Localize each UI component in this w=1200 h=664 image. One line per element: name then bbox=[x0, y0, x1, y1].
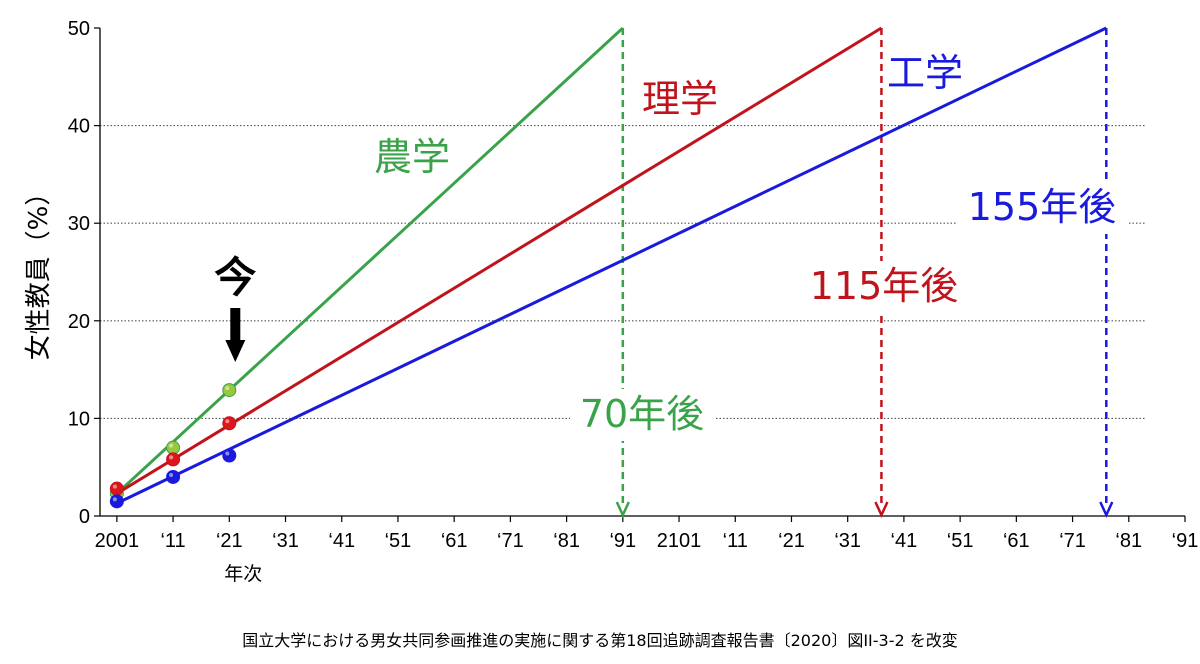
data-point-highlight-1-1 bbox=[169, 455, 174, 460]
x-axis-label: 年次 bbox=[224, 563, 262, 585]
series-name-0: 農学 bbox=[374, 135, 450, 179]
source-caption: 国立大学における男女共同参画推進の実施に関する第18回追跡調査報告書〔2020〕… bbox=[242, 631, 958, 650]
x-tick-label-2131: ‘31 bbox=[834, 530, 861, 552]
x-tick-label-2161: ‘61 bbox=[1003, 530, 1030, 552]
y-tick-label-0: 0 bbox=[79, 506, 90, 528]
trend-lines bbox=[115, 26, 1107, 505]
x-tick-label-2181: ‘81 bbox=[1115, 530, 1142, 552]
axes bbox=[99, 28, 1185, 517]
projection-arrowhead-1 bbox=[874, 501, 889, 518]
x-tick-label-2191: ‘91 bbox=[1172, 530, 1199, 552]
x-tick-label-2051: ‘51 bbox=[385, 530, 412, 552]
x-tick-label-2071: ‘71 bbox=[497, 530, 524, 552]
x-tick-label-2081: ‘81 bbox=[553, 530, 580, 552]
x-tick-label-2141: ‘41 bbox=[891, 530, 918, 552]
data-point-0-2 bbox=[222, 383, 237, 398]
x-tick-label-2121: ‘21 bbox=[778, 530, 805, 552]
y-tick-label-40: 40 bbox=[68, 116, 90, 138]
projection-label-1: 115年後 bbox=[810, 264, 959, 308]
projection-label-0: 70年後 bbox=[580, 392, 704, 436]
projection-label-bg-1 bbox=[799, 261, 969, 313]
x-tick-label-2011: ‘11 bbox=[160, 530, 185, 552]
projection-label-bg-0 bbox=[570, 389, 714, 441]
y-tick-label-10: 10 bbox=[68, 408, 90, 430]
now-annotation: 今 bbox=[214, 253, 256, 362]
data-point-highlight-0-1 bbox=[169, 443, 174, 448]
data-point-2-2 bbox=[222, 448, 237, 463]
data-point-2-1 bbox=[166, 469, 181, 484]
x-tick-label-2031: ‘31 bbox=[272, 530, 299, 552]
data-point-highlight-2-2 bbox=[225, 451, 230, 456]
data-point-1-1 bbox=[166, 452, 181, 467]
data-point-1-0 bbox=[109, 481, 124, 496]
now-arrow-icon bbox=[225, 308, 246, 362]
y-tick-label-50: 50 bbox=[68, 18, 90, 40]
trend-line-1 bbox=[116, 26, 883, 495]
series-labels: 農学 70年後 理学 115年後 工学 155年後 bbox=[374, 51, 1127, 441]
y-axis-label: 女性教員（%） bbox=[24, 180, 54, 361]
y-tick-label-30: 30 bbox=[68, 213, 90, 235]
series-name-1: 理学 bbox=[642, 77, 718, 121]
data-point-highlight-1-0 bbox=[112, 484, 117, 489]
x-tick-label-2101: 2101 bbox=[657, 530, 702, 552]
x-tick-label-2021: ‘21 bbox=[216, 530, 243, 552]
y-ticks: 0 10 20 30 40 50 bbox=[68, 18, 100, 528]
x-tick-label-2061: ‘61 bbox=[441, 530, 468, 552]
data-points bbox=[109, 383, 237, 509]
x-tick-label-2041: ‘41 bbox=[328, 530, 355, 552]
x-tick-label-2091: ‘91 bbox=[609, 530, 636, 552]
chart: 0 10 20 30 40 50 2001 ‘11 ‘21 ‘31 ‘41 ‘51 ‘61 ‘71 ‘81… bbox=[24, 18, 1199, 585]
data-point-1-2 bbox=[222, 416, 237, 431]
trend-line-2 bbox=[116, 26, 1107, 505]
x-ticks: 2001 ‘11 ‘21 ‘31 ‘41 ‘51 ‘61 ‘71 ‘81 ‘91 2101 ‘11 ‘2… bbox=[95, 516, 1199, 552]
data-point-0-1 bbox=[166, 440, 181, 455]
x-tick-label-2171: ‘71 bbox=[1059, 530, 1086, 552]
x-tick-label-2001: 2001 bbox=[95, 530, 140, 552]
now-label: 今 bbox=[214, 253, 256, 302]
projection-label-bg-2 bbox=[957, 182, 1127, 234]
projection-label-2: 155年後 bbox=[968, 185, 1117, 229]
data-point-highlight-2-0 bbox=[112, 497, 117, 502]
data-point-2-0 bbox=[109, 494, 124, 509]
data-point-highlight-0-2 bbox=[225, 386, 230, 391]
x-tick-label-2111: ‘11 bbox=[723, 530, 748, 552]
projection-arrowhead-0 bbox=[615, 501, 630, 518]
trend-line-0 bbox=[115, 26, 624, 495]
series-name-2: 工学 bbox=[887, 51, 963, 95]
data-point-highlight-1-2 bbox=[225, 419, 230, 424]
data-point-highlight-2-1 bbox=[169, 472, 174, 477]
x-tick-label-2151: ‘51 bbox=[947, 530, 974, 552]
projection-arrowhead-2 bbox=[1099, 501, 1114, 518]
y-tick-label-20: 20 bbox=[68, 311, 90, 333]
